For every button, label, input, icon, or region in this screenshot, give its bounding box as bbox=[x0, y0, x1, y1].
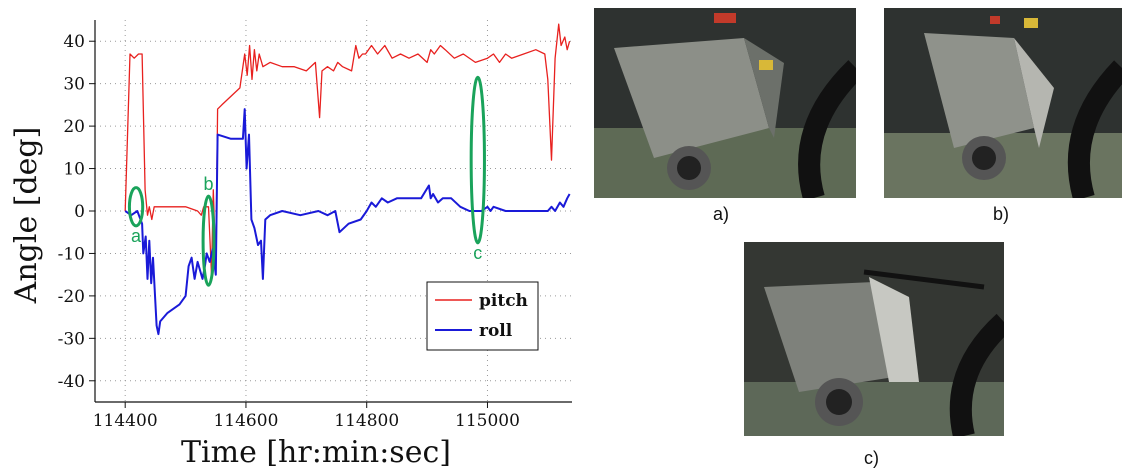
legend-box bbox=[426, 281, 539, 351]
photo-a bbox=[594, 8, 856, 198]
marker-label-c: c bbox=[473, 243, 482, 263]
y-tick-label: 0 bbox=[74, 202, 85, 222]
underwater-gripper-image-b bbox=[884, 8, 1122, 198]
series-line-roll bbox=[124, 108, 571, 336]
y-tick-label: 30 bbox=[63, 75, 85, 95]
y-tick-label: 40 bbox=[63, 32, 85, 52]
photo-a-caption: a) bbox=[713, 204, 730, 224]
y-tick-label: -20 bbox=[58, 287, 85, 307]
chart-ticks: 40 30 20 10 0 -10 -20 -30 -40 114400 114600 114800 1… bbox=[58, 32, 520, 431]
x-tick-label: 114400 bbox=[93, 411, 158, 431]
y-tick-label: -10 bbox=[58, 244, 85, 264]
photo-b-caption: b) bbox=[993, 204, 1010, 224]
y-tick-label: 20 bbox=[63, 117, 85, 137]
underwater-gripper-image-c bbox=[744, 242, 1004, 436]
y-tick-label: -40 bbox=[58, 372, 85, 392]
photo-b bbox=[884, 8, 1122, 198]
underwater-gripper-image-a bbox=[594, 8, 856, 198]
chart-marker-layer: a b c bbox=[127, 75, 486, 287]
y-axis-label: Angle [deg] bbox=[9, 127, 44, 305]
series-line-pitch bbox=[124, 23, 571, 276]
photo-c bbox=[744, 242, 1004, 436]
y-tick-label: 10 bbox=[63, 160, 85, 180]
chart-legend: pitch roll bbox=[426, 281, 539, 351]
marker-ellipse-b bbox=[201, 194, 216, 287]
marker-ellipse-a bbox=[127, 186, 145, 228]
x-axis-label: Time [hr:min:sec] bbox=[181, 435, 451, 470]
marker-ellipse-c bbox=[469, 75, 486, 245]
x-tick-label: 115000 bbox=[455, 411, 520, 431]
x-tick-label: 114600 bbox=[213, 411, 278, 431]
marker-label-b: b bbox=[204, 174, 214, 194]
y-tick-label: -30 bbox=[58, 329, 85, 349]
legend-roll-label: roll bbox=[479, 321, 513, 341]
marker-label-a: a bbox=[131, 226, 142, 246]
legend-pitch-label: pitch bbox=[479, 291, 528, 311]
chart-series-layer bbox=[124, 23, 571, 336]
angle-chart: a b c 40 30 20 10 0 -10 -20 -30 -40 114400 114600 114… bbox=[9, 20, 572, 470]
x-tick-label: 114800 bbox=[334, 411, 399, 431]
photo-c-caption: c) bbox=[864, 448, 879, 468]
